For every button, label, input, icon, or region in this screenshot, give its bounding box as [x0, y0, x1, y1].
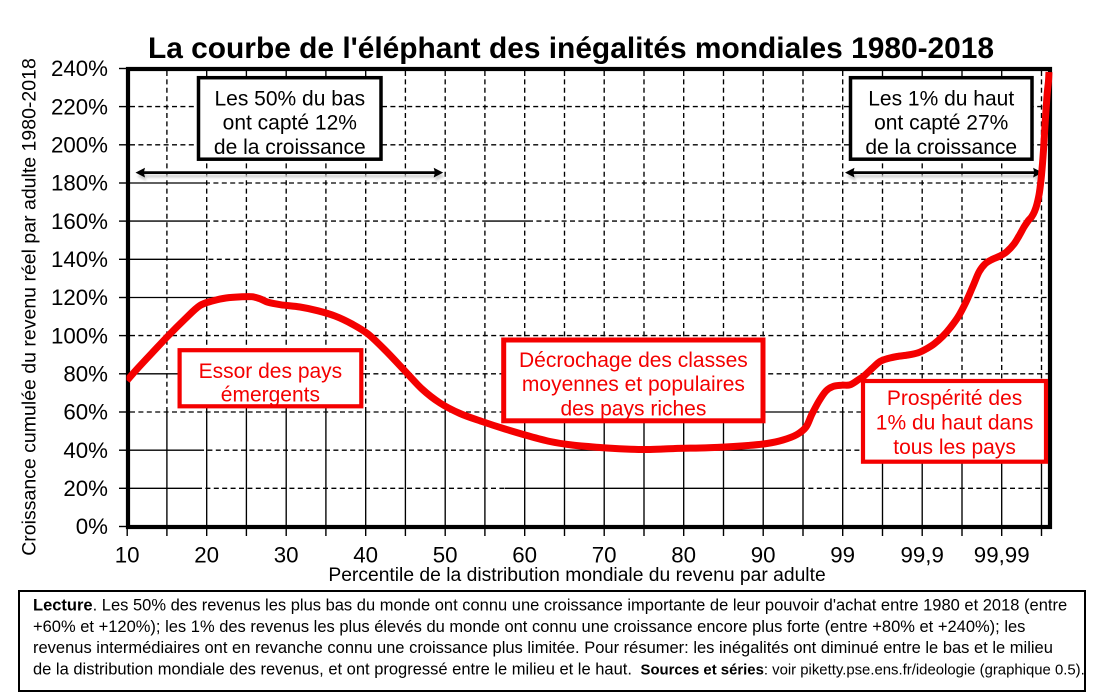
svg-text:140%: 140% — [51, 247, 108, 272]
svg-text:tous les pays: tous les pays — [893, 436, 1016, 459]
svg-text:60%: 60% — [63, 400, 108, 425]
svg-text:Les 50% du bas: Les 50% du bas — [214, 87, 365, 110]
svg-text:70: 70 — [592, 543, 617, 568]
svg-text:40%: 40% — [63, 438, 108, 463]
svg-text:0%: 0% — [76, 514, 108, 539]
svg-text:60: 60 — [512, 543, 537, 568]
svg-text:Essor des pays: Essor des pays — [199, 360, 343, 383]
svg-text:revenus intermédiaires ont en: revenus intermédiaires ont en revanche c… — [33, 639, 1053, 657]
svg-text:de la croissance: de la croissance — [865, 136, 1017, 159]
svg-text:20: 20 — [194, 543, 219, 568]
svg-text:des pays riches: des pays riches — [560, 398, 706, 421]
svg-text:220%: 220% — [51, 94, 108, 119]
svg-text:99: 99 — [830, 543, 855, 568]
svg-text:Décrochage des classes: Décrochage des classes — [519, 349, 748, 372]
svg-text:Lecture. Les 50% des revenus l: Lecture. Les 50% des revenus les plus ba… — [33, 597, 1067, 615]
svg-text:180%: 180% — [51, 171, 108, 196]
svg-text:240%: 240% — [51, 56, 108, 81]
svg-text:10: 10 — [115, 543, 140, 568]
svg-text:émergents: émergents — [221, 384, 320, 407]
svg-text:99,9: 99,9 — [900, 543, 943, 568]
svg-text:80: 80 — [671, 543, 696, 568]
svg-text:30: 30 — [274, 543, 299, 568]
svg-text:100%: 100% — [51, 323, 108, 348]
svg-text:de la croissance: de la croissance — [214, 136, 366, 159]
svg-text:120%: 120% — [51, 285, 108, 310]
svg-text:80%: 80% — [63, 362, 108, 387]
svg-text:de la distribution mondiale de: de la distribution mondiale des revenus,… — [33, 661, 1085, 679]
svg-text:La courbe de l'éléphant des in: La courbe de l'éléphant des inégalités m… — [148, 32, 994, 65]
svg-text:20%: 20% — [63, 476, 108, 501]
svg-text:moyennes et populaires: moyennes et populaires — [522, 373, 745, 396]
svg-text:Les 1% du haut: Les 1% du haut — [868, 87, 1014, 110]
svg-text:50: 50 — [433, 543, 458, 568]
svg-text:200%: 200% — [51, 133, 108, 158]
svg-text:99,99: 99,99 — [974, 543, 1030, 568]
svg-text:+60% et +120%); les 1% des rev: +60% et +120%); les 1% des revenus les p… — [33, 618, 1025, 636]
svg-text:ont capté 27%: ont capté 27% — [874, 112, 1008, 135]
svg-text:90: 90 — [751, 543, 776, 568]
svg-text:Prospérité des: Prospérité des — [887, 387, 1022, 410]
svg-text:1% du haut dans: 1% du haut dans — [876, 411, 1034, 434]
svg-text:Croissance cumulée du revenu r: Croissance cumulée du revenu réel par ad… — [19, 58, 41, 556]
svg-text:160%: 160% — [51, 209, 108, 234]
svg-text:Percentile de la distribution: Percentile de la distribution mondiale d… — [328, 565, 825, 586]
svg-text:ont capté 12%: ont capté 12% — [223, 112, 357, 135]
svg-text:40: 40 — [353, 543, 378, 568]
